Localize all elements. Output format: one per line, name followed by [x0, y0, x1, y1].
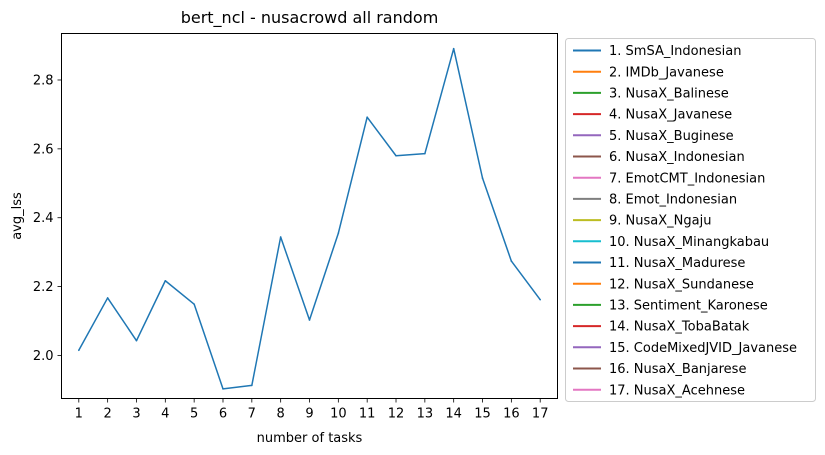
legend-item: 8. Emot_Indonesian — [573, 193, 737, 208]
legend-label: 13. Sentiment_Karonese — [609, 299, 768, 314]
y-tick-label: 2.0 — [33, 349, 54, 364]
legend-frame — [565, 38, 816, 402]
data-point — [452, 47, 455, 50]
x-tick-label: 13 — [417, 407, 434, 422]
data-point — [481, 177, 484, 179]
x-tick-label: 8 — [277, 407, 285, 422]
plot-frame — [61, 33, 558, 399]
legend-item: 1. SmSA_Indonesian — [573, 44, 741, 59]
legend-item: 11. NusaX_Madurese — [573, 256, 745, 271]
x-axis-label: number of tasks — [257, 431, 363, 446]
x-tick-label: 7 — [248, 407, 256, 422]
chart-title: bert_ncl - nusacrowd all random — [181, 8, 439, 28]
legend-label: 7. EmotCMT_Indonesian — [609, 171, 765, 186]
x-tick-label: 15 — [474, 407, 491, 422]
legend-label: 14. NusaX_TobaBatak — [609, 320, 750, 335]
x-tick-label: 3 — [132, 407, 140, 422]
legend-label: 15. CodeMixedJVID_Javanese — [609, 341, 797, 356]
legend-item: 16. NusaX_Banjarese — [573, 362, 746, 377]
y-tick-label: 2.4 — [33, 211, 54, 226]
x-tick-label: 4 — [161, 407, 169, 422]
data-point — [510, 260, 513, 262]
x-tick-label: 5 — [190, 407, 198, 422]
legend-label: 11. NusaX_Madurese — [609, 256, 745, 271]
data-point — [222, 388, 224, 390]
legend-label: 2. IMDb_Javanese — [609, 65, 724, 80]
y-tick-label: 2.2 — [33, 280, 54, 295]
legend-item: 13. Sentiment_Karonese — [573, 299, 768, 314]
legend-label: 5. NusaX_Buginese — [609, 129, 734, 144]
legend-item: 17. NusaX_Acehnese — [573, 383, 745, 398]
x-tick-label: 16 — [503, 407, 520, 422]
legend-label: 4. NusaX_Javanese — [609, 108, 732, 123]
x-tick-label: 1 — [75, 407, 83, 422]
data-point — [164, 279, 167, 282]
legend-item: 15. CodeMixedJVID_Javanese — [573, 341, 797, 356]
x-tick-label: 11 — [359, 407, 376, 422]
data-point — [424, 152, 426, 155]
legend-label: 9. NusaX_Ngaju — [609, 214, 711, 229]
legend-item: 10. NusaX_Minangkabau — [573, 235, 769, 250]
x-tick-label: 6 — [219, 407, 227, 422]
legend-item: 6. NusaX_Indonesian — [573, 150, 745, 165]
data-point — [251, 384, 253, 387]
x-tick-label: 12 — [388, 407, 405, 422]
series-line-1 — [78, 47, 541, 390]
data-point — [135, 339, 138, 342]
y-axis: 2.0 2.2 2.4 2.6 2.8 — [33, 73, 62, 364]
data-point — [395, 154, 397, 157]
legend-item: 9. NusaX_Ngaju — [573, 214, 711, 229]
legend-label: 16. NusaX_Banjarese — [609, 362, 746, 377]
x-tick-label: 14 — [445, 407, 462, 422]
legend-item: 4. NusaX_Javanese — [573, 108, 732, 123]
data-point — [308, 319, 311, 321]
plot-area — [78, 47, 541, 390]
y-tick-label: 2.8 — [33, 73, 54, 88]
x-tick-label: 9 — [305, 407, 313, 422]
x-tick-label: 2 — [103, 407, 111, 422]
x-axis: 1 2 3 4 5 6 7 8 9 10 11 12 13 14 15 16 17 — [75, 398, 549, 422]
data-point — [78, 349, 80, 352]
legend-label: 3. NusaX_Balinese — [609, 87, 729, 102]
legend-item: 7. EmotCMT_Indonesian — [573, 171, 765, 186]
data-point — [539, 298, 541, 301]
legend-label: 6. NusaX_Indonesian — [609, 150, 745, 165]
x-tick-label: 10 — [330, 407, 347, 422]
y-tick-label: 2.6 — [33, 142, 54, 157]
legend-label: 1. SmSA_Indonesian — [609, 44, 741, 59]
legend-item: 5. NusaX_Buginese — [573, 129, 734, 144]
data-point — [279, 236, 282, 238]
legend: 1. SmSA_Indonesian 2. IMDb_Javanese 3. Nus… — [565, 38, 816, 402]
legend-item: 12. NusaX_Sundanese — [573, 277, 754, 292]
data-point — [337, 232, 340, 235]
legend-label: 8. Emot_Indonesian — [609, 193, 737, 208]
data-point — [366, 116, 368, 118]
data-point — [106, 297, 109, 299]
x-tick-label: 17 — [532, 407, 549, 422]
legend-item: 2. IMDb_Javanese — [573, 65, 724, 80]
y-axis-label: avg_lss — [10, 192, 25, 240]
legend-item: 3. NusaX_Balinese — [573, 87, 729, 102]
legend-item: 14. NusaX_TobaBatak — [573, 320, 750, 335]
data-point — [193, 303, 195, 305]
legend-label: 17. NusaX_Acehnese — [609, 383, 745, 398]
legend-label: 10. NusaX_Minangkabau — [609, 235, 769, 250]
legend-label: 12. NusaX_Sundanese — [609, 277, 754, 292]
